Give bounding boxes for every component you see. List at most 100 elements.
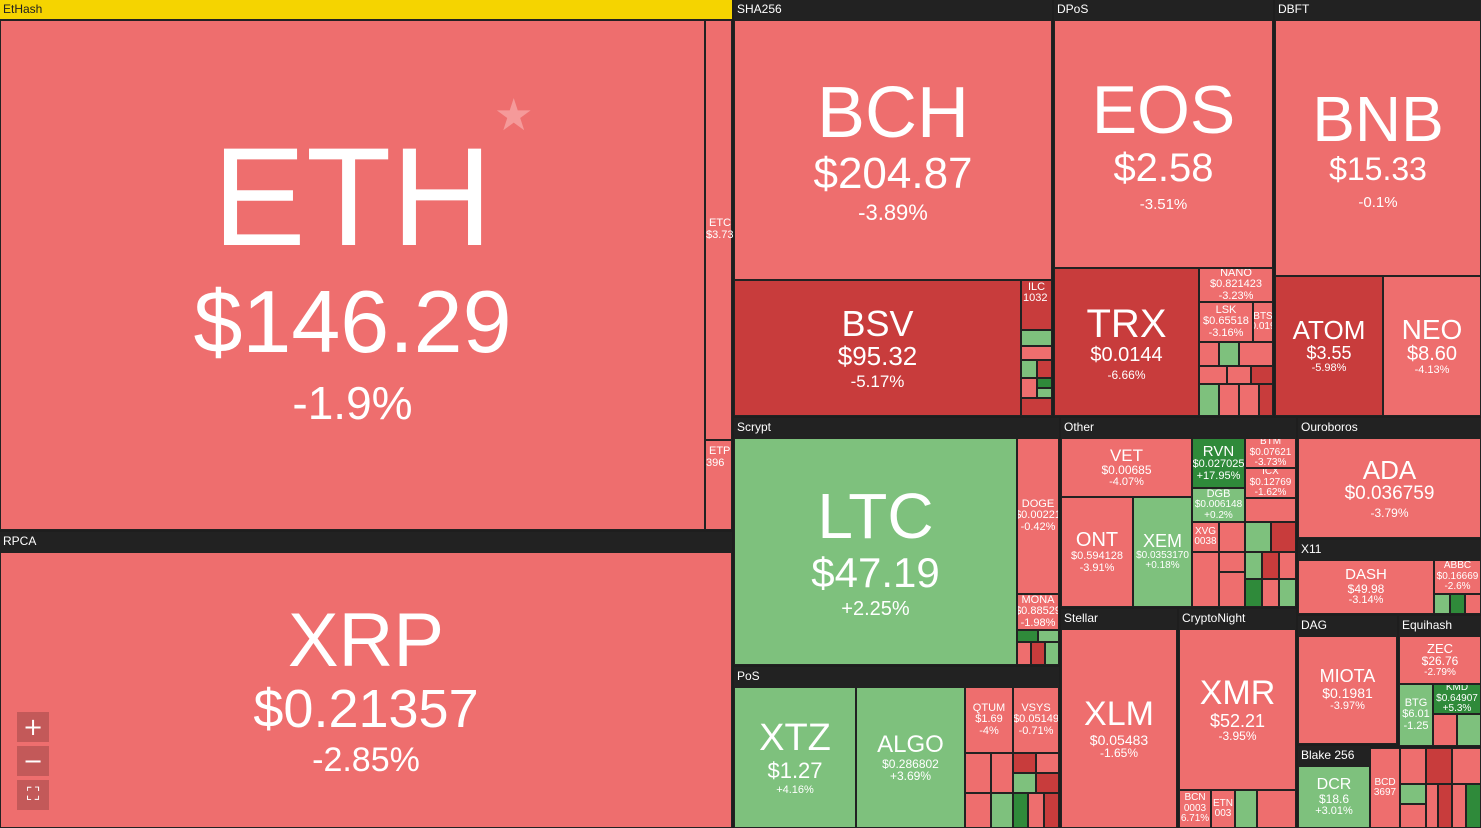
mini-tile[interactable] — [1433, 714, 1457, 746]
tile-bch[interactable]: BCH $204.87 -3.89% — [734, 20, 1052, 280]
mini-tile[interactable] — [1262, 552, 1279, 579]
tile-ltc[interactable]: LTC $47.19 +2.25% — [734, 438, 1017, 665]
mini-tile[interactable] — [1037, 360, 1052, 378]
tile-nano[interactable]: NANO $0.821423 -3.23% — [1199, 268, 1273, 302]
mini-tile[interactable] — [1245, 579, 1262, 607]
mini-tile[interactable] — [1199, 384, 1219, 416]
tile-xtz[interactable]: XTZ $1.27 +4.16% — [734, 687, 856, 828]
mini-tile[interactable] — [1245, 552, 1262, 579]
tile-bcn[interactable]: BCN 0003 6.71% — [1179, 790, 1211, 828]
mini-tile[interactable] — [1400, 804, 1426, 828]
mini-tile[interactable] — [1044, 793, 1059, 828]
tile-bts[interactable]: BTS $0.0198 — [1253, 302, 1273, 342]
mini-tile[interactable] — [1037, 388, 1052, 398]
tile-xmr[interactable]: XMR $52.21 -3.95% — [1179, 629, 1296, 790]
mini-tile[interactable] — [1235, 790, 1257, 828]
mini-tile[interactable] — [1199, 342, 1219, 366]
mini-tile[interactable] — [1279, 579, 1296, 607]
zoom-out-button[interactable]: − — [17, 746, 49, 776]
tile-etn[interactable]: ETN 003 — [1211, 790, 1235, 828]
mini-tile[interactable] — [1036, 773, 1059, 793]
mini-tile[interactable] — [1028, 793, 1044, 828]
tile-icx[interactable]: ICX $0.12769 -1.62% — [1245, 468, 1296, 498]
mini-tile[interactable] — [1450, 594, 1465, 614]
tile-abbc[interactable]: ABBC $0.16669 -2.6% — [1434, 560, 1481, 594]
fullscreen-button[interactable]: ⛶ — [17, 780, 49, 810]
tile-dgb[interactable]: DGB $0.006148 +0.2% — [1192, 488, 1245, 522]
mini-tile[interactable] — [1438, 784, 1452, 828]
mini-tile[interactable] — [1466, 784, 1481, 828]
mini-tile[interactable] — [1257, 790, 1296, 828]
mini-tile[interactable] — [1036, 753, 1059, 773]
mini-tile[interactable] — [965, 793, 991, 828]
mini-tile[interactable] — [1219, 572, 1245, 607]
mini-tile[interactable] — [1031, 642, 1045, 665]
mini-tile[interactable] — [1434, 594, 1450, 614]
mini-tile[interactable] — [1199, 366, 1227, 384]
mini-tile[interactable] — [1219, 522, 1245, 552]
mini-tile[interactable] — [1279, 552, 1296, 579]
tile-lsk[interactable]: LSK $0.65518 -3.16% — [1199, 302, 1253, 342]
tile-zec[interactable]: ZEC $26.76 -2.79% — [1399, 636, 1481, 684]
mini-tile[interactable] — [1239, 342, 1273, 366]
tile-dcr[interactable]: DCR $18.6 +3.01% — [1298, 766, 1370, 828]
tile-btm[interactable]: BTM $0.07621 -3.73% — [1245, 438, 1296, 468]
tile-ada[interactable]: ADA $0.036759 -3.79% — [1298, 438, 1481, 538]
tile-vet[interactable]: VET $0.00685 -4.07% — [1061, 438, 1192, 497]
mini-tile[interactable] — [1038, 630, 1059, 642]
mini-tile[interactable] — [1192, 552, 1219, 607]
tile-btg[interactable]: BTG $6.01 -1.25 — [1399, 684, 1433, 746]
mini-tile[interactable] — [1013, 793, 1028, 828]
mini-tile[interactable] — [1245, 498, 1296, 522]
mini-tile[interactable] — [1021, 346, 1052, 360]
tile-vsys[interactable]: VSYS $0.05149 -0.71% — [1013, 687, 1059, 753]
mini-tile[interactable] — [1271, 522, 1296, 552]
mini-tile[interactable] — [1227, 366, 1251, 384]
tile-kmd[interactable]: KMD $0.64907 +5.3% — [1433, 684, 1481, 714]
mini-tile[interactable] — [1045, 642, 1059, 665]
mini-tile[interactable] — [1021, 360, 1037, 378]
tile-xem[interactable]: XEM $0.0353170 +0.18% — [1133, 497, 1192, 607]
tile-algo[interactable]: ALGO $0.286802 +3.69% — [856, 687, 965, 828]
tile-bnb[interactable]: BNB $15.33 -0.1% — [1275, 20, 1481, 276]
tile-ilc[interactable]: ILC 1032 — [1021, 280, 1052, 330]
mini-tile[interactable] — [965, 753, 991, 793]
mini-tile[interactable] — [1239, 384, 1259, 416]
mini-tile[interactable] — [1219, 384, 1239, 416]
favorite-star-icon[interactable]: ★ — [494, 90, 534, 141]
mini-tile[interactable] — [1400, 784, 1426, 804]
tile-etp[interactable]: ETP 396 — [705, 440, 732, 530]
mini-tile[interactable] — [991, 793, 1013, 828]
mini-tile[interactable] — [1457, 714, 1481, 746]
zoom-in-button[interactable]: + — [17, 712, 49, 742]
mini-tile[interactable] — [1017, 642, 1031, 665]
tile-bsv[interactable]: BSV $95.32 -5.17% — [734, 280, 1021, 416]
tile-etc[interactable]: ETC $3.73 — [705, 20, 734, 440]
tile-xvg[interactable]: XVG 0038 — [1192, 522, 1219, 552]
mini-tile[interactable] — [1037, 378, 1052, 388]
tile-eth[interactable]: ETH $146.29 -1.9% — [0, 20, 705, 530]
tile-rvn[interactable]: RVN $0.027025 +17.95% — [1192, 438, 1245, 488]
tile-eos[interactable]: EOS $2.58 -3.51% — [1054, 20, 1273, 268]
tile-dash[interactable]: DASH $49.98 -3.14% — [1298, 560, 1434, 614]
mini-tile[interactable] — [1013, 753, 1036, 773]
mini-tile[interactable] — [1400, 748, 1426, 784]
mini-tile[interactable] — [1021, 330, 1052, 346]
mini-tile[interactable] — [1245, 522, 1271, 552]
tile-neo[interactable]: NEO $8.60 -4.13% — [1383, 276, 1481, 416]
tile-xlm[interactable]: XLM $0.05483 -1.65% — [1061, 629, 1177, 828]
mini-tile[interactable] — [1021, 378, 1037, 398]
mini-tile[interactable] — [1013, 773, 1036, 793]
tile-atom[interactable]: ATOM $3.55 -5.98% — [1275, 276, 1383, 416]
tile-bcd[interactable]: BCD 3697 — [1370, 748, 1400, 828]
tile-ont[interactable]: ONT $0.594128 -3.91% — [1061, 497, 1133, 607]
mini-tile[interactable] — [1219, 552, 1245, 572]
mini-tile[interactable] — [1426, 784, 1438, 828]
tile-mona[interactable]: MONA $0.88529 -1.98% — [1017, 594, 1059, 630]
mini-tile[interactable] — [1017, 630, 1038, 642]
mini-tile[interactable] — [1251, 366, 1273, 384]
tile-doge[interactable]: DOGE $0.00221 -0.42% — [1017, 438, 1059, 594]
mini-tile[interactable] — [1452, 748, 1481, 784]
mini-tile[interactable] — [1259, 384, 1273, 416]
tile-trx[interactable]: TRX $0.0144 -6.66% — [1054, 268, 1199, 416]
